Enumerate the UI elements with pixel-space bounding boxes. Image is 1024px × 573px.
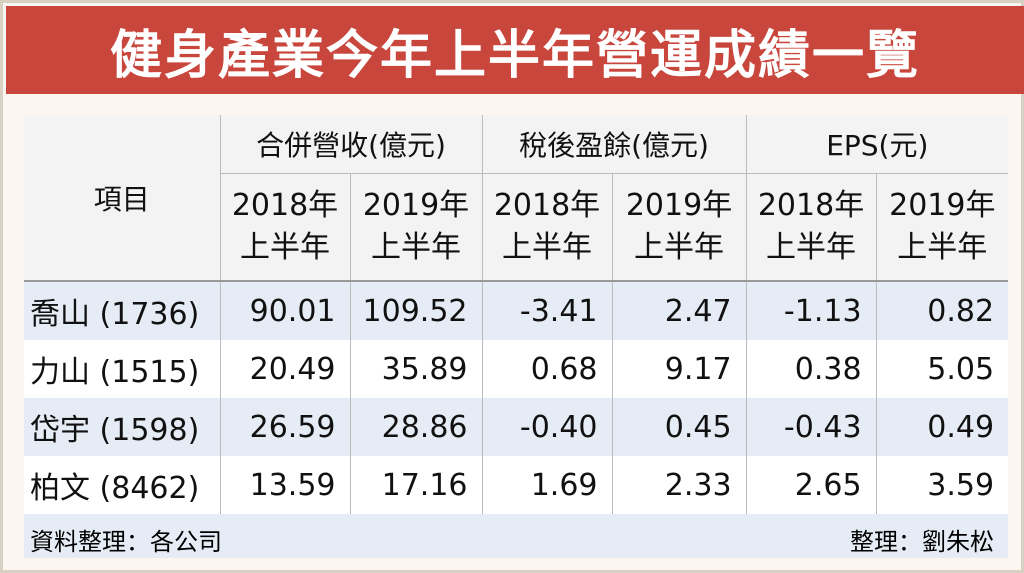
- period-half: 上半年: [371, 230, 461, 265]
- table-cell: 9.17: [611, 340, 747, 398]
- table-cell: 0.68: [481, 340, 613, 398]
- table-cell: 109.52: [349, 281, 483, 340]
- period-year: 2019年: [362, 188, 470, 223]
- table-cell: 3.59: [875, 456, 1009, 514]
- source-note: 資料整理：各公司: [30, 528, 222, 556]
- data-table-container: 項目 合併營收(億元) 稅後盈餘(億元) EPS(元) 2018年 上半年 201…: [24, 115, 1009, 558]
- table-row: 岱宇 (1598) 26.59 28.86 -0.40 0.45 -0.43 0…: [24, 398, 1009, 456]
- period-year: 2018年: [493, 188, 601, 223]
- period-header: 2019年上半年: [611, 173, 747, 282]
- period-half: 上半年: [766, 230, 857, 265]
- page-title: 健身產業今年上半年營運成績一覽: [109, 25, 920, 86]
- table-cell: 28.86: [349, 398, 483, 456]
- period-half: 上半年: [634, 230, 725, 265]
- item-column-header: 項目: [24, 115, 220, 282]
- table-cell: -3.41: [481, 281, 613, 340]
- table-cell: 1.69: [481, 456, 613, 514]
- table-cell: 2.47: [611, 281, 747, 340]
- period-year: 2018年: [757, 188, 865, 223]
- table-cell: 26.59: [219, 398, 350, 456]
- table-cell: 17.16: [349, 456, 483, 514]
- period-year: 2019年: [889, 188, 996, 223]
- period-half: 上半年: [240, 230, 330, 265]
- table-cell: -1.13: [745, 281, 877, 340]
- period-header: 2019年上半年: [349, 173, 483, 282]
- group-header-eps: EPS(元): [745, 115, 1009, 174]
- table-cell: 0.45: [611, 398, 747, 456]
- table-cell: 5.05: [875, 340, 1009, 398]
- table-row: 柏文 (8462) 13.59 17.16 1.69 2.33 2.65 3.5…: [24, 456, 1009, 514]
- table-footer: 資料整理：各公司 整理：劉朱松: [24, 514, 1008, 558]
- table-cell: 0.38: [745, 340, 877, 398]
- period-half: 上半年: [502, 230, 593, 265]
- operating-results-table: 項目 合併營收(億元) 稅後盈餘(億元) EPS(元) 2018年 上半年 201…: [24, 115, 1009, 514]
- table-row: 力山 (1515) 20.49 35.89 0.68 9.17 0.38 5.0…: [24, 340, 1009, 398]
- period-header: 2019年上半年: [875, 173, 1009, 282]
- period-header: 2018年上半年: [745, 173, 877, 282]
- editor-credit: 整理：劉朱松: [850, 528, 994, 556]
- company-name: 力山 (1515): [24, 340, 220, 398]
- period-year: 2019年: [625, 188, 733, 223]
- table-cell: 90.01: [219, 281, 350, 340]
- company-name: 岱宇 (1598): [24, 398, 220, 456]
- group-header-net-income: 稅後盈餘(億元): [481, 115, 747, 174]
- period-year: 2018年: [231, 188, 339, 223]
- table-row: 喬山 (1736) 90.01 109.52 -3.41 2.47 -1.13 …: [24, 281, 1009, 340]
- table-cell: 13.59: [219, 456, 350, 514]
- period-header: 2018年上半年: [481, 173, 613, 282]
- table-cell: 35.89: [349, 340, 483, 398]
- company-name: 柏文 (8462): [24, 456, 220, 514]
- table-cell: -0.43: [745, 398, 877, 456]
- table-cell: -0.40: [481, 398, 613, 456]
- company-name: 喬山 (1736): [24, 281, 220, 340]
- table-cell: 0.82: [875, 281, 1009, 340]
- table-cell: 20.49: [219, 340, 350, 398]
- table-cell: 2.65: [745, 456, 877, 514]
- title-bar: 健身產業今年上半年營運成績一覽: [6, 6, 1024, 94]
- period-header: 2018年上半年: [219, 173, 350, 282]
- table-cell: 2.33: [611, 456, 747, 514]
- group-header-revenue: 合併營收(億元): [219, 115, 483, 174]
- period-half: 上半年: [897, 230, 988, 265]
- table-cell: 0.49: [875, 398, 1009, 456]
